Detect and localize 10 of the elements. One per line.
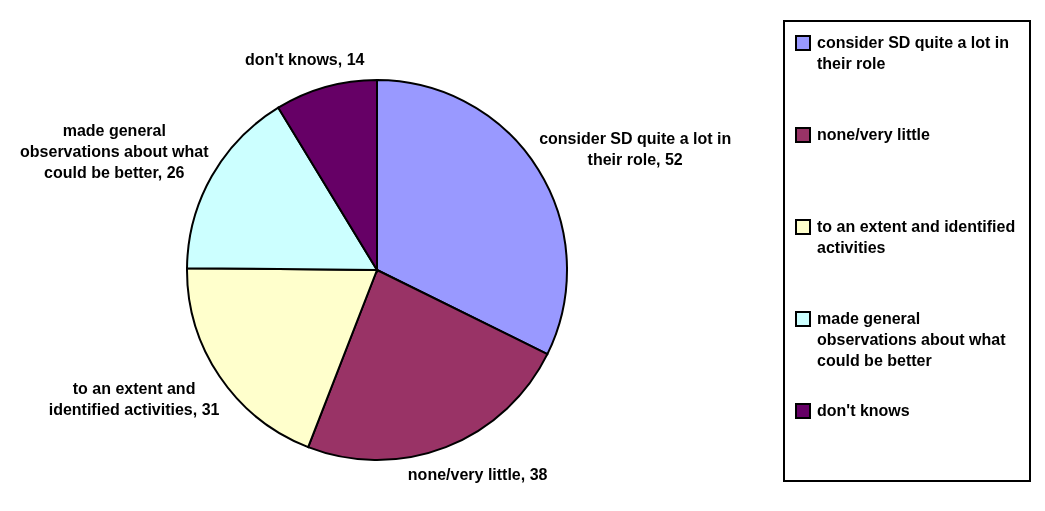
- legend-label: none/very little: [817, 125, 931, 145]
- legend-label: to an extent and identified activities: [817, 217, 1017, 258]
- data-label: made general observations about what could be better, 26: [20, 122, 210, 182]
- data-label: consider SD quite a lot in their role, 52: [539, 130, 732, 169]
- legend-label: consider SD quite a lot in their role: [817, 33, 1011, 74]
- legend-label: don't knows: [817, 401, 911, 421]
- data-label: none/very little, 38: [407, 465, 548, 483]
- data-label: don't knows, 14: [245, 51, 365, 69]
- data-label: to an extent and identified activities, 31: [48, 379, 220, 418]
- legend-label: made general observations about what could be better: [817, 309, 1007, 371]
